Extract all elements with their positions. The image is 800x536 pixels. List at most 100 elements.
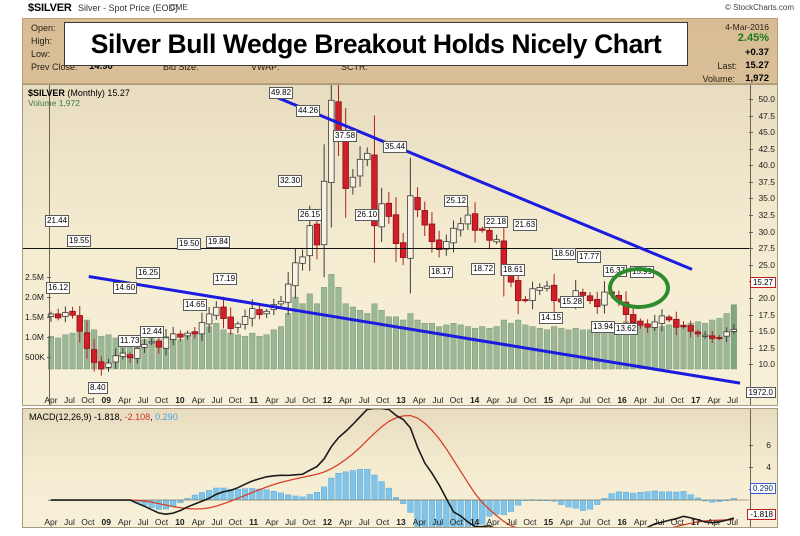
volume-bar: [378, 309, 385, 370]
candle-up: [62, 312, 69, 317]
x-axis-tick: Jul: [211, 517, 223, 527]
macd-axis-tickmark: [749, 445, 753, 446]
volume-bar: [69, 332, 76, 370]
candle-down: [579, 291, 587, 296]
candle-up: [364, 152, 371, 161]
chart-title-text: Silver Bull Wedge Breakout Holds Nicely …: [90, 28, 662, 59]
price-axis-tickmark: [749, 298, 753, 299]
macd-histogram-bar: [594, 499, 601, 505]
volume-bar: [349, 306, 356, 370]
candle-up: [320, 180, 328, 246]
volume-bar: [242, 336, 249, 370]
price-callout-label: 35.44: [383, 141, 408, 153]
price-axis-tick: 35.0: [758, 193, 775, 204]
candle-down: [399, 242, 407, 258]
macd-histogram-bar: [263, 489, 270, 501]
volume-bar: [191, 334, 198, 370]
price-axis-tick: 47.5: [758, 110, 775, 121]
macd-histogram-bar: [608, 493, 615, 501]
candle-down: [435, 239, 443, 250]
candle-up: [277, 300, 285, 305]
candle-down: [522, 299, 529, 302]
candle-down: [54, 313, 62, 319]
x-axis-tick: Apr: [44, 395, 58, 405]
price-callout-label: 37.58: [333, 130, 358, 142]
price-callout-label: 11.73: [118, 335, 142, 347]
macd-histogram-bar: [191, 494, 198, 501]
macd-pane[interactable]: MACD(12,26,9) -1.818, -2.108, 0.290 642 …: [22, 408, 778, 528]
x-axis-tick: Oct: [154, 517, 169, 527]
x-axis-tick: Jul: [579, 517, 591, 527]
volume-bar: [450, 323, 457, 370]
x-axis-tick: Jul: [727, 395, 739, 405]
candle-up: [112, 355, 119, 363]
x-axis-tick: 15: [543, 517, 554, 527]
quote-prevclose-value: 14.90: [89, 61, 113, 72]
price-axis-tickmark: [749, 264, 753, 266]
macd-histogram-bar: [177, 499, 184, 503]
price-chart-pane[interactable]: $SILVER (Monthly) 15.27 Volume 1,972 50.…: [22, 84, 778, 406]
candle-up: [601, 291, 608, 306]
macd-histogram-bar: [148, 499, 155, 508]
legend-symbol: $SILVER: [28, 88, 65, 98]
volume-bar: [565, 329, 572, 370]
volume-bar: [371, 303, 378, 370]
candle-up: [148, 341, 155, 344]
price-legend: $SILVER (Monthly) 15.27: [28, 88, 130, 98]
volume-bar: [694, 321, 701, 370]
candle-up: [105, 362, 112, 368]
candle-down: [227, 316, 234, 329]
candle-up: [457, 223, 464, 231]
volume-bar: [249, 332, 256, 370]
volume-bar: [594, 327, 601, 370]
price-axis-tick: 50.0: [758, 93, 775, 104]
macd-histogram-bar: [321, 486, 328, 501]
candle-up: [205, 313, 213, 325]
x-axis-tick: Jul: [579, 395, 591, 405]
quote-vwap-label: VWAP:: [251, 62, 280, 72]
volume-bar: [529, 326, 536, 370]
x-axis-tick: Oct: [154, 395, 169, 405]
candle-up: [234, 323, 242, 328]
macd-signal-flag: 0.290: [749, 483, 776, 494]
candle-up: [658, 315, 666, 324]
quote-low-label: Low:: [31, 49, 51, 59]
price-callout-label: 19.84: [206, 236, 231, 248]
x-axis-tick: Apr: [560, 395, 574, 405]
candle-down: [126, 354, 134, 359]
x-axis-tick: Apr: [412, 395, 427, 405]
volume-axis-tick: 1.0M: [25, 332, 44, 342]
x-axis-tick: Apr: [191, 395, 205, 405]
price-callout-label: 12.44: [140, 326, 165, 338]
volume-bar: [508, 323, 515, 370]
candle-up: [162, 337, 170, 349]
macd-histogram-bar: [565, 499, 572, 508]
candle-up: [450, 227, 457, 244]
price-callout-label: 21.63: [513, 219, 538, 231]
price-callout-label: 8.40: [88, 382, 108, 394]
macd-histogram-bar: [400, 499, 407, 504]
x-axis-tick: Jul: [63, 395, 75, 405]
price-axis-tickmark: [749, 364, 753, 366]
volume-bar: [472, 327, 479, 370]
macd-histogram-bar: [644, 491, 651, 501]
volume-bar: [457, 324, 464, 370]
x-axis-tick: Jul: [285, 395, 296, 405]
x-axis-tick: 10: [175, 517, 185, 527]
candle-up: [356, 158, 364, 177]
volume-bar: [385, 316, 392, 370]
x-axis-tick: Apr: [633, 517, 648, 527]
price-axis-tickmark: [749, 314, 753, 316]
x-axis-tick: 09: [101, 395, 111, 405]
candle-down: [177, 333, 184, 338]
candle-up: [730, 328, 738, 332]
x-axis-tick: 15: [543, 395, 554, 405]
price-callout-label: 16.12: [46, 282, 71, 294]
volume-bar: [572, 327, 579, 370]
macd-histogram-value: 0.290: [155, 412, 178, 422]
volume-bar: [220, 329, 227, 370]
price-callout-label: 22.18: [484, 216, 509, 228]
x-axis-tick: 09: [101, 517, 111, 527]
volume-bar: [177, 339, 184, 370]
x-axis-tick: 13: [396, 395, 406, 405]
